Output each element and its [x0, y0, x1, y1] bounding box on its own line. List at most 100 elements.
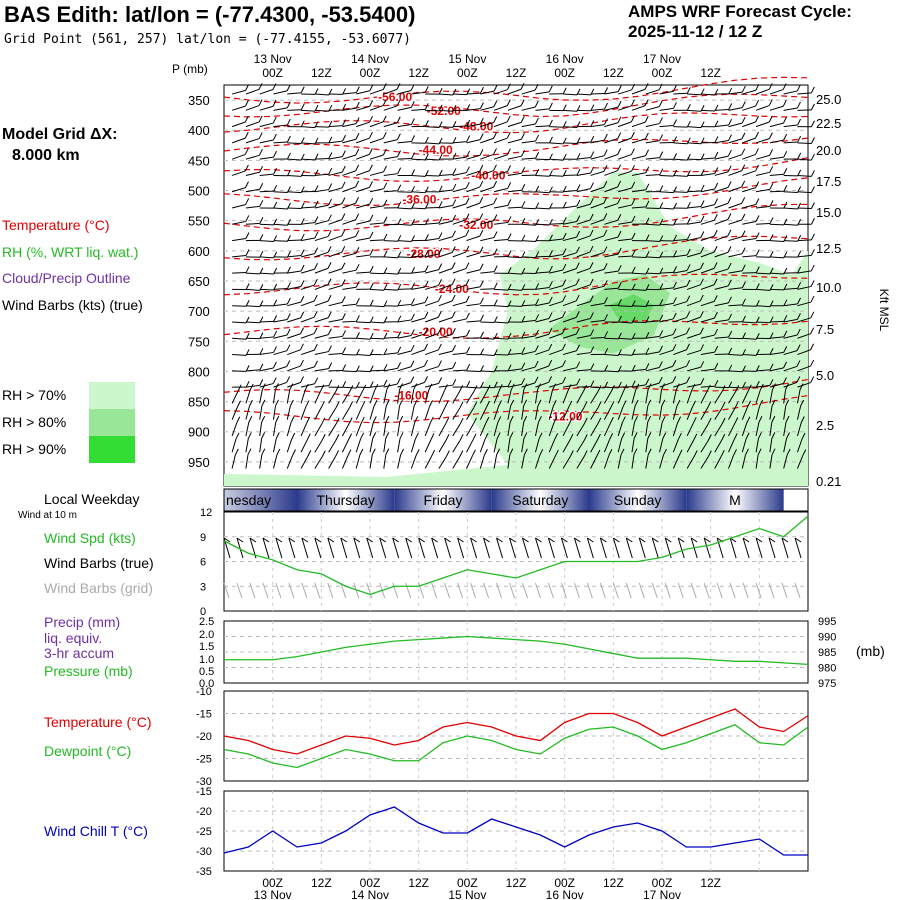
wind-barb-10m [301, 537, 309, 559]
wind-barb-flag [617, 132, 622, 139]
wind-barb-flag [472, 433, 477, 441]
legend-rh70: RH > 70% [2, 387, 67, 403]
wind-barb-flag [397, 218, 402, 225]
wind-barb-10m-flag [275, 537, 283, 543]
wind-barb-flag [755, 148, 759, 155]
weekday-label: Friday [424, 492, 463, 508]
wind-barb-flag [493, 316, 498, 323]
wind-barb [438, 220, 453, 225]
wind-barb-flag [811, 218, 815, 225]
wind-barb-flag [535, 134, 540, 142]
wind-barb-flag [741, 180, 746, 188]
wind-barb-flag [479, 164, 484, 172]
wind-barb-flag [727, 213, 732, 220]
wind-barb [742, 370, 757, 372]
wind-barb-flag [437, 343, 442, 351]
wind-barb [300, 366, 315, 372]
wind-barb-flag [755, 131, 759, 139]
wind-barb [562, 406, 570, 420]
wind-barb [287, 301, 301, 307]
top-time-tick: 12Z [506, 66, 527, 80]
wind-barb-flag [510, 383, 515, 391]
wind-barb-10m [236, 537, 244, 559]
wind-barb [507, 121, 522, 128]
wind-barb [369, 137, 384, 144]
wind-barb-flag [610, 401, 615, 408]
wind-barb [342, 386, 357, 389]
wind-barb-10m-flag [405, 537, 412, 543]
wind-barb [796, 422, 802, 437]
wind-barb [686, 423, 694, 437]
wind-barb-flag [769, 200, 774, 207]
wind-barb [300, 300, 315, 307]
wind-barb-flag [621, 432, 626, 439]
wind-barb-grid [340, 582, 347, 599]
bottom-date-label: 13 Nov [254, 888, 292, 900]
wind-barb [714, 219, 729, 225]
wind-barb-flag [741, 213, 746, 221]
wind-barb [645, 174, 660, 176]
wind-barb-flag [274, 383, 279, 390]
wind-barb-flag [452, 137, 457, 144]
wind-barb [438, 236, 453, 242]
wind-barb-flag [493, 164, 497, 171]
wind-barb [273, 365, 287, 372]
wind-barb-flag [247, 448, 252, 455]
temperature-contour [223, 177, 809, 207]
wind-barb [686, 456, 695, 469]
grid-point-label: Grid Point (561, 257) lat/lon = (-77.415… [4, 32, 411, 47]
wind-barb [645, 335, 660, 339]
wind-barb-flag [534, 376, 539, 384]
wind-barb-flag [548, 85, 553, 93]
wind-barb-flag [383, 216, 388, 224]
wind-barb-10m-flag [768, 537, 776, 543]
wind-barb-flag [562, 185, 567, 193]
wind-barb-10m-flag [587, 537, 594, 543]
wind-barb-flag [275, 415, 280, 423]
wind-barb [438, 126, 453, 128]
wind-barb [535, 365, 549, 372]
wind-barb [480, 288, 495, 290]
wind-barb [576, 172, 591, 176]
wind-barb [507, 256, 522, 259]
wind-barb-flag [659, 185, 664, 192]
wind-barb-flag [797, 152, 802, 160]
wind-barb-flag [538, 432, 543, 439]
wind-barb-flag [382, 83, 387, 90]
wind-barb-flag [479, 280, 484, 287]
wind-barb-flag [259, 250, 264, 258]
wind-barb [259, 405, 263, 420]
wind-barb [300, 439, 308, 453]
wind-barb-flag [686, 217, 691, 225]
wind-barb [576, 141, 591, 144]
wind-barb [687, 190, 702, 193]
wind-barb-flag [802, 449, 807, 456]
temperature-contour [223, 394, 809, 424]
wind-barb [383, 272, 398, 275]
wind-barb-flag [521, 362, 526, 370]
wind-barb [287, 255, 302, 258]
wind-barb-flag [483, 448, 488, 456]
wind-barb-flag [686, 327, 690, 334]
wind-barb [535, 302, 550, 307]
wind-barb [687, 366, 701, 372]
wind-barb [576, 440, 585, 453]
wind-barb-flag [451, 311, 456, 318]
wind-barb [645, 382, 660, 388]
wind-barb [631, 88, 646, 95]
wind-barb [383, 422, 387, 437]
wind-barb [452, 268, 467, 274]
wind-barb [300, 222, 316, 225]
wind-barb-flag [506, 99, 511, 106]
wind-barb-flag [273, 201, 278, 209]
wind-barb [507, 383, 522, 388]
wind-barb-flag [245, 380, 250, 388]
wind-barb [507, 389, 512, 404]
wind-barb [493, 406, 500, 420]
wind-barb [742, 153, 756, 160]
wind-barb [604, 170, 618, 176]
wind-barb [742, 170, 756, 176]
wind-barb-flag [289, 399, 294, 407]
wind-barb [369, 272, 385, 275]
wind-barb [672, 406, 678, 420]
